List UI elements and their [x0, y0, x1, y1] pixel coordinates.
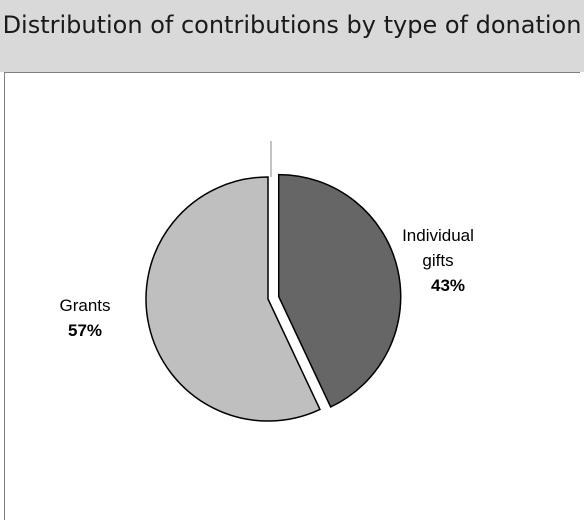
- plot-area: Individual gifts 43% Grants 57%: [4, 72, 580, 520]
- slice-label-grants: Grants 57%: [59, 296, 110, 340]
- pie-chart: Individual gifts 43% Grants 57%: [59, 141, 474, 422]
- pie-slice-individual-gifts: [277, 173, 402, 408]
- title-bar: Distribution of contributions by type of…: [0, 0, 584, 72]
- slice-label-individual-gifts: Individual gifts 43%: [402, 226, 474, 295]
- chart-title: Distribution of contributions by type of…: [2, 11, 582, 39]
- pie-slice-grants: [145, 176, 321, 422]
